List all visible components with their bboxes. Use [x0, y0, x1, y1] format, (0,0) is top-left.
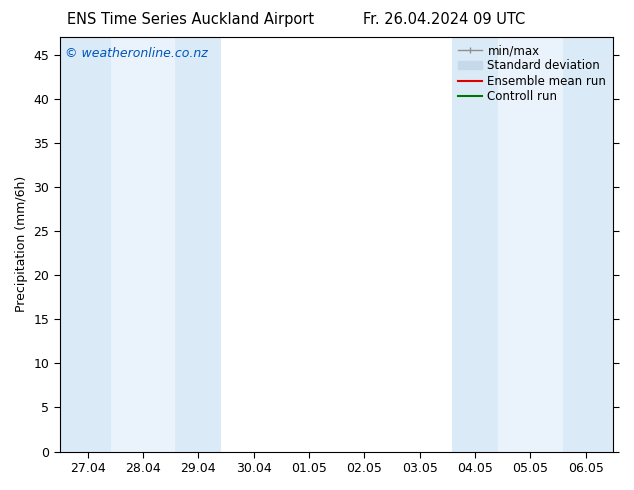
- Bar: [498, 37, 562, 452]
- Text: Fr. 26.04.2024 09 UTC: Fr. 26.04.2024 09 UTC: [363, 12, 525, 27]
- Text: © weatheronline.co.nz: © weatheronline.co.nz: [65, 48, 208, 60]
- Y-axis label: Precipitation (mm/6h): Precipitation (mm/6h): [15, 176, 28, 313]
- Bar: [175, 37, 221, 452]
- Text: ENS Time Series Auckland Airport: ENS Time Series Auckland Airport: [67, 12, 314, 27]
- Bar: [60, 37, 111, 452]
- Legend: min/max, Standard deviation, Ensemble mean run, Controll run: min/max, Standard deviation, Ensemble me…: [453, 39, 611, 108]
- Bar: [111, 37, 175, 452]
- Bar: [562, 37, 614, 452]
- Bar: [452, 37, 498, 452]
